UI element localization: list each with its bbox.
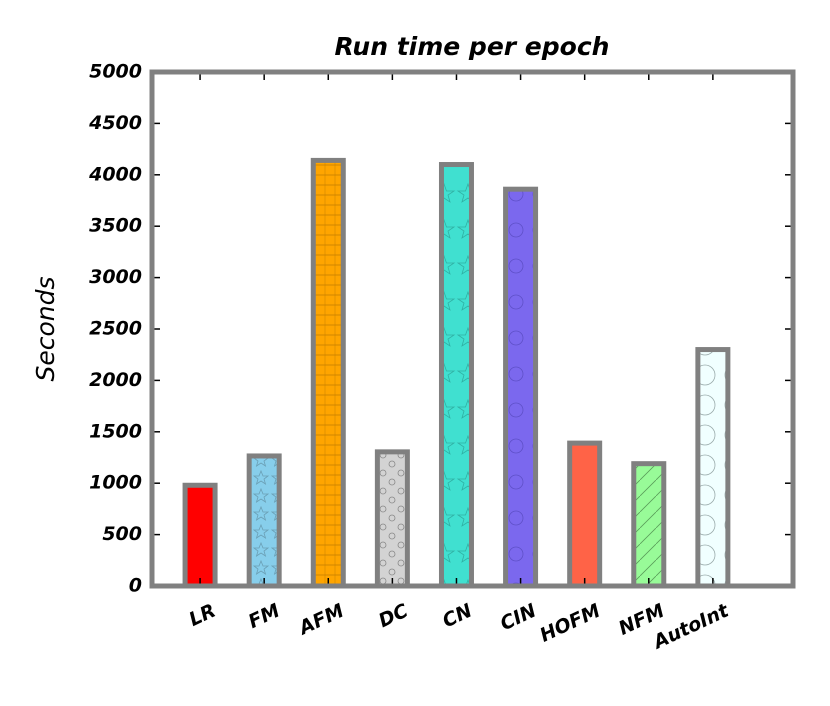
y-tick-label: 2500 [89,318,142,340]
bar-hatch [182,482,218,589]
bar-hatch [310,157,346,589]
y-tick-label: 0 [129,575,142,597]
x-tick-label: DC [375,600,411,633]
bar-hatch [246,453,282,589]
y-tick-label: 5000 [89,61,142,83]
x-tick-label: HOFM [537,600,604,647]
y-tick-label: 3000 [89,266,142,288]
bar-hatch [567,440,603,589]
x-tick-label: LR [186,600,220,631]
y-axis-label: Seconds [31,276,60,381]
y-tick-label: 4000 [88,163,142,185]
x-tick-label: AFM [294,600,347,641]
bar-hatch [438,162,474,589]
bar-hatch [695,347,731,589]
bar-hatch [631,461,667,589]
plot-frame [149,69,796,589]
x-tick-label: CN [439,600,475,633]
y-tick-label: 500 [102,523,142,545]
y-tick-label: 1000 [89,472,142,494]
x-tick-label: FM [245,600,283,633]
y-tick-label: 4500 [88,112,142,134]
bar-hatch [374,449,410,589]
chart-title: Run time per epoch [335,32,610,61]
x-tick-label: CIN [497,600,540,636]
y-tick-label: 3500 [89,215,142,237]
bar-hatch [503,186,539,589]
y-tick-label: 2000 [89,369,142,391]
y-tick-label: 1500 [89,420,142,442]
